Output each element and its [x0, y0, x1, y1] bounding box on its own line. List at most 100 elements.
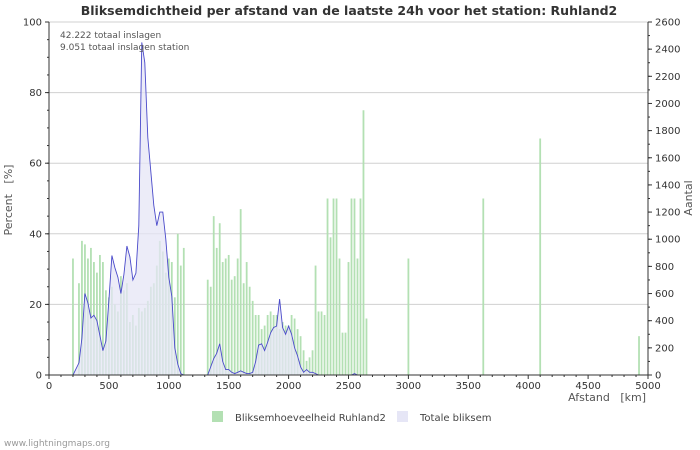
x-tick-label: 4000 [515, 381, 540, 392]
x-tick-label: 3000 [396, 381, 421, 392]
y-tick-label-right: 600 [655, 289, 674, 300]
bar [326, 198, 329, 375]
x-tick-label: 2500 [336, 381, 361, 392]
bar [227, 254, 230, 375]
bar [299, 336, 302, 375]
x-tick-label: 3500 [456, 381, 481, 392]
legend-label-total: Totale bliksem [419, 413, 491, 424]
bar [182, 247, 185, 375]
bar [224, 258, 227, 375]
bar [102, 262, 104, 375]
bar [221, 262, 224, 375]
bar [344, 332, 347, 375]
legend-label-station: Bliksemhoeveelheid Ruhland2 [235, 413, 386, 424]
y-axis-label-right: Aantal [682, 180, 695, 215]
bar [254, 314, 257, 375]
bar [353, 198, 356, 375]
bar [296, 329, 299, 375]
bar [539, 138, 542, 375]
x-tick-label: 0 [46, 381, 52, 392]
bar [230, 279, 233, 375]
legend-swatch-total [397, 411, 408, 422]
bar [320, 311, 323, 375]
bar [329, 237, 332, 375]
x-tick-label: 1500 [216, 381, 241, 392]
bar [407, 258, 410, 375]
bar [99, 254, 101, 375]
y-tick-label-left: 20 [29, 300, 42, 311]
bar [239, 209, 242, 375]
total-area-fill [49, 42, 648, 376]
annotation-total: 42.222 totaal inslagen [60, 31, 161, 41]
bar [218, 223, 221, 375]
credit-text: www.lightningmaps.org [4, 439, 110, 449]
bar [314, 265, 317, 375]
bar [90, 247, 92, 375]
chart-title: Bliksemdichtheid per afstand van de laat… [81, 3, 618, 18]
y-tick-label-left: 40 [29, 229, 42, 240]
y-tick-label-right: 0 [655, 371, 661, 382]
y-tick-label-right: 1200 [655, 208, 680, 219]
y-tick-label-right: 1000 [655, 235, 680, 246]
legend-swatch-station [212, 411, 223, 422]
bar [365, 318, 368, 375]
bar [209, 286, 212, 375]
y-tick-label-right: 800 [655, 262, 674, 273]
bar [362, 110, 365, 375]
y-tick-label-left: 60 [29, 159, 42, 170]
y-axis-label-left: Percent [%] [2, 165, 15, 236]
y-tick-label-right: 400 [655, 316, 674, 327]
bar [338, 258, 341, 375]
bar [359, 198, 362, 375]
bar [179, 265, 182, 375]
bar [341, 332, 344, 375]
bar [173, 297, 176, 375]
y-tick-label-right: 2400 [655, 45, 680, 56]
total-line [49, 42, 648, 376]
bar [245, 262, 248, 375]
bar [308, 357, 311, 375]
tick-labels: 0 500 1000 1500 2000 2500 3000 3500 4000 4500 5000… [23, 18, 681, 393]
y-tick-label-left: 100 [23, 18, 42, 29]
x-tick-label: 1000 [156, 381, 181, 392]
bar [302, 350, 305, 375]
bar [105, 290, 107, 375]
bar [248, 286, 251, 375]
total-lightning-area [49, 42, 648, 376]
x-tick-label: 2000 [276, 381, 301, 392]
bar [638, 336, 640, 375]
bar [78, 283, 80, 375]
bar [347, 262, 350, 375]
bar [72, 258, 74, 375]
x-tick-label: 4500 [575, 381, 600, 392]
y-tick-label-right: 200 [655, 343, 674, 354]
bar [81, 240, 83, 375]
bar [323, 314, 326, 375]
bar [242, 283, 245, 375]
bar [212, 216, 215, 375]
x-tick-label: 500 [99, 381, 118, 392]
bar [311, 350, 314, 375]
bar [350, 198, 353, 375]
y-tick-label-right: 1400 [655, 180, 680, 191]
bar [176, 233, 179, 375]
bar [236, 258, 239, 375]
y-tick-label-right: 1600 [655, 153, 680, 164]
y-tick-label-right: 2600 [655, 18, 680, 29]
bar [356, 258, 359, 375]
y-tick-label-right: 2000 [655, 99, 680, 110]
bar [482, 198, 485, 375]
bar [332, 198, 335, 375]
x-tick-label: 5000 [635, 381, 660, 392]
bar [251, 300, 254, 375]
bar [206, 279, 209, 375]
bar [335, 198, 338, 375]
annotation-station: 9.051 totaal inslagen station [60, 43, 189, 53]
legend: Bliksemhoeveelheid Ruhland2 Totale bliks… [212, 411, 491, 424]
y-tick-label-right: 2200 [655, 72, 680, 83]
axes-group [45, 21, 652, 379]
y-tick-label-left: 0 [36, 371, 42, 382]
bar [305, 360, 308, 375]
y-tick-label-right: 1800 [655, 126, 680, 137]
